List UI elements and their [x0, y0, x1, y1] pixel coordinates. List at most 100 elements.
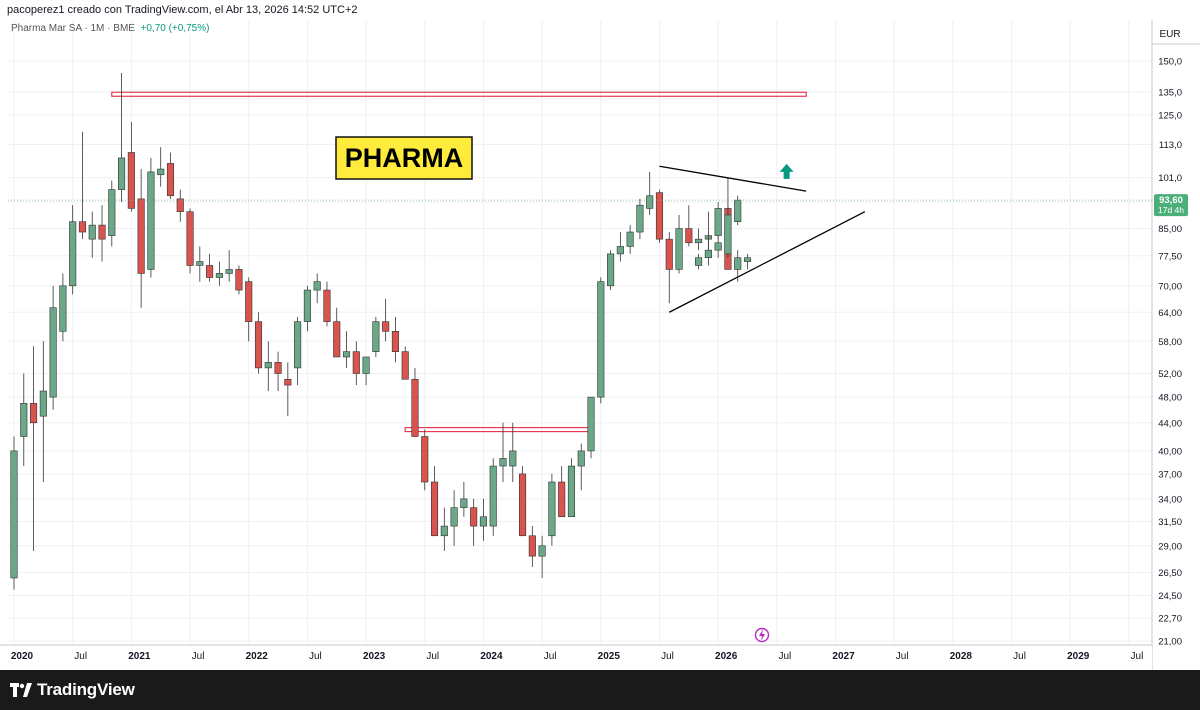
candle-body — [20, 403, 28, 437]
x-axis-background — [0, 645, 1152, 670]
legend-sep-1: · — [84, 23, 91, 34]
candle-body — [509, 450, 517, 467]
candle — [215, 261, 223, 286]
candle-body — [88, 224, 96, 240]
candle-body — [245, 281, 253, 322]
candle — [577, 443, 585, 491]
candle — [616, 232, 624, 262]
candle — [519, 466, 527, 537]
candle-body — [118, 157, 126, 190]
candle-body — [616, 246, 624, 255]
candle — [137, 169, 145, 308]
symbol-interval[interactable]: 1M — [90, 23, 105, 34]
candle-body — [382, 321, 390, 332]
candle-body — [401, 351, 409, 380]
candle — [489, 458, 497, 536]
candle — [724, 205, 732, 258]
candle — [264, 341, 272, 392]
candle — [333, 307, 341, 358]
candle-body — [440, 525, 448, 537]
candle-body — [548, 481, 556, 537]
candle-body — [196, 261, 204, 266]
candle-body — [284, 378, 292, 386]
y-tick-label: 37,00 — [1158, 469, 1182, 480]
candle-body — [411, 378, 419, 437]
symbol-exchange: BME — [113, 23, 135, 34]
candle-body — [30, 403, 38, 424]
candle-body — [724, 214, 732, 255]
x-tick-label: Jul — [778, 651, 791, 662]
x-tick-label: Jul — [1013, 651, 1026, 662]
candle — [313, 273, 321, 304]
candle — [567, 458, 576, 518]
candle-body — [528, 535, 536, 557]
candle — [528, 526, 536, 567]
title-background — [335, 136, 473, 180]
candle — [323, 281, 331, 327]
candle — [235, 265, 243, 295]
candle-body — [225, 269, 233, 274]
y-tick-label: 58,00 — [1158, 337, 1182, 348]
candle — [558, 466, 566, 518]
x-tick-label: 2025 — [598, 651, 621, 662]
y-tick-label: 135,0 — [1158, 88, 1182, 99]
y-tick-label: 125,0 — [1158, 110, 1182, 121]
candle — [303, 285, 311, 332]
candle-body — [430, 481, 439, 537]
candle — [587, 396, 595, 459]
footer-brand[interactable]: TradingView — [37, 680, 135, 699]
candle — [157, 147, 165, 187]
last-price-badge — [1154, 194, 1188, 217]
candle — [254, 312, 263, 374]
y-tick-label: 48,00 — [1158, 393, 1182, 404]
candle — [342, 331, 351, 368]
candle-body — [450, 507, 458, 527]
y-tick-label: 113,0 — [1159, 140, 1182, 151]
candle-body — [646, 195, 654, 209]
candle — [665, 232, 673, 304]
candle — [78, 131, 87, 240]
symbol-name[interactable]: Pharma Mar SA — [11, 23, 82, 34]
candle-body — [665, 238, 673, 270]
candle-body — [264, 362, 272, 369]
candle-body — [98, 224, 106, 240]
candle — [470, 498, 478, 546]
candle — [499, 422, 507, 482]
candle — [411, 367, 419, 437]
y-tick-label: 21,00 — [1158, 637, 1182, 648]
price-chart[interactable]: PHARMAEUR150,0135,0125,0113,0101,093,008… — [0, 20, 1200, 670]
candle-body — [108, 189, 116, 236]
candle-body — [39, 390, 47, 417]
header-caption: pacoperez1 creado con TradingView.com, e… — [7, 4, 358, 16]
breakout-arrow-icon — [779, 163, 794, 179]
candle — [714, 202, 722, 240]
y-tick-label: 24,50 — [1158, 591, 1182, 602]
candle — [49, 285, 57, 410]
x-tick-label: 2029 — [1067, 651, 1090, 662]
x-tick-label: 2023 — [363, 651, 386, 662]
candle — [646, 171, 654, 215]
candle — [685, 205, 693, 247]
candle-body — [695, 238, 703, 244]
candle — [127, 121, 135, 212]
candle — [440, 507, 448, 551]
candle — [695, 253, 703, 270]
y-tick-label: 40,00 — [1158, 446, 1182, 457]
candle — [597, 277, 605, 404]
x-tick-label: Jul — [896, 651, 909, 662]
candle-body — [323, 289, 331, 322]
candle-body — [391, 331, 399, 352]
candle — [274, 351, 282, 392]
x-tick-label: 2020 — [11, 651, 34, 662]
candle — [20, 373, 28, 467]
candle — [284, 362, 292, 417]
candle-body — [254, 321, 263, 369]
symbol-legend: Pharma Mar SA · 1M · BME +0,70 (+0,75%) — [11, 23, 209, 34]
candle-body — [274, 362, 282, 374]
y-tick-label: 77,50 — [1158, 251, 1182, 262]
y-tick-label: 64,00 — [1158, 308, 1182, 319]
x-tick-label: 2024 — [480, 651, 503, 662]
candle-body — [137, 198, 145, 274]
candle-body — [587, 396, 595, 452]
candle — [186, 208, 194, 274]
